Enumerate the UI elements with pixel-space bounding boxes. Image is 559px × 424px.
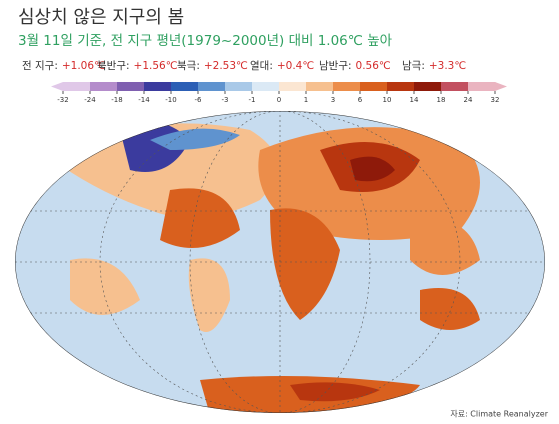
stat-label: 전 지구: bbox=[22, 60, 58, 72]
stat: 남반구: 0.56℃ bbox=[319, 60, 391, 72]
stat: 남극: +3.3℃ bbox=[402, 60, 466, 72]
colorbar-label: 18 bbox=[437, 96, 446, 104]
colorbar-segment bbox=[63, 82, 91, 91]
stat-value: 0.56℃ bbox=[356, 60, 391, 72]
colorbar-segment bbox=[468, 82, 496, 91]
colorbar-label: 3 bbox=[331, 96, 335, 104]
colorbar-label: 14 bbox=[410, 96, 419, 104]
stat-value: +1.06℃ bbox=[62, 60, 106, 72]
colorbar-segment bbox=[360, 82, 388, 91]
stat-value: +0.4℃ bbox=[277, 60, 314, 72]
colorbar-segment bbox=[198, 82, 226, 91]
stat-label: 북극: bbox=[177, 60, 200, 72]
colorbar-segment bbox=[279, 82, 307, 91]
colorbar-label: -10 bbox=[165, 96, 176, 104]
colorbar-segment bbox=[306, 82, 334, 91]
colorbar-label: -6 bbox=[195, 96, 203, 104]
colorbar-segment bbox=[117, 82, 145, 91]
colorbar-segment bbox=[252, 82, 280, 91]
colorbar-label: -14 bbox=[138, 96, 150, 104]
title: 심상치 않은 지구의 봄 bbox=[18, 7, 184, 28]
colorbar-segment bbox=[441, 82, 469, 91]
stat: 북반구: +1.56℃ bbox=[97, 60, 178, 72]
colorbar-label: 6 bbox=[358, 96, 363, 104]
stat-label: 남반구: bbox=[319, 60, 352, 72]
colorbar-segment bbox=[333, 82, 361, 91]
colorbar-label: -18 bbox=[111, 96, 122, 104]
colorbar-label: 24 bbox=[464, 96, 473, 104]
stat-value: +1.56℃ bbox=[134, 60, 178, 72]
colorbar-segment bbox=[225, 82, 253, 91]
stat-label: 남극: bbox=[402, 60, 425, 72]
stat: 열대: +0.4℃ bbox=[250, 60, 314, 72]
stat-label: 열대: bbox=[250, 60, 273, 72]
stat-value: +3.3℃ bbox=[429, 60, 466, 72]
colorbar-label: -3 bbox=[222, 96, 229, 104]
stat: 북극: +2.53℃ bbox=[177, 60, 248, 72]
colorbar-segment bbox=[171, 82, 199, 91]
colorbar-label: 0 bbox=[277, 96, 281, 104]
colorbar-segment bbox=[414, 82, 442, 91]
colorbar-segment bbox=[90, 82, 118, 91]
colorbar-label: 32 bbox=[491, 96, 500, 104]
colorbar-segment bbox=[144, 82, 172, 91]
subtitle: 3월 11일 기준, 전 지구 평년(1979~2000년) 대비 1.06℃ … bbox=[18, 33, 393, 49]
colorbar-label: 10 bbox=[383, 96, 392, 104]
colorbar-segment bbox=[387, 82, 415, 91]
stat-value: +2.53℃ bbox=[204, 60, 248, 72]
colorbar-label: -1 bbox=[249, 96, 256, 104]
stat: 전 지구: +1.06℃ bbox=[22, 60, 106, 72]
colorbar-end bbox=[495, 82, 507, 91]
colorbar-end bbox=[51, 82, 63, 91]
colorbar-label: 1 bbox=[304, 96, 308, 104]
source: 자료: Climate Reanalyzer bbox=[450, 410, 548, 419]
colorbar-label: -32 bbox=[57, 96, 68, 104]
map bbox=[15, 111, 545, 413]
colorbar-label: -24 bbox=[84, 96, 96, 104]
stat-label: 북반구: bbox=[97, 60, 130, 72]
